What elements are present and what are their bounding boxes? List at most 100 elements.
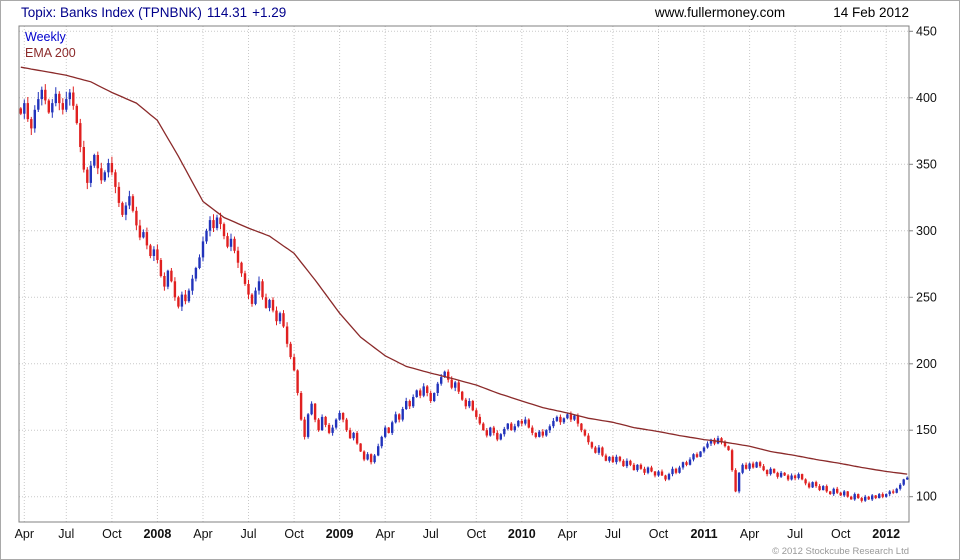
candle-body <box>545 430 548 436</box>
candle-body <box>327 424 331 433</box>
candle-body <box>762 466 765 471</box>
svg-text:Jul: Jul <box>58 527 74 541</box>
svg-text:2009: 2009 <box>326 527 354 541</box>
svg-text:300: 300 <box>916 224 937 238</box>
svg-text:2011: 2011 <box>690 527 717 541</box>
candle-body <box>229 238 233 247</box>
candle-body <box>730 450 734 471</box>
candle-body <box>503 428 506 435</box>
candle-body <box>860 498 863 501</box>
candle-body <box>454 382 457 388</box>
copyright-label: © 2012 Stockcube Research Ltd <box>772 546 909 557</box>
svg-text:350: 350 <box>916 157 937 171</box>
svg-text:Apr: Apr <box>740 527 759 541</box>
candle-body <box>576 415 580 424</box>
svg-text:Oct: Oct <box>649 527 669 541</box>
chart-header: Topix: Banks Index (TPNBNK) 114.31 +1.29 w… <box>21 5 909 20</box>
candle-body <box>145 232 149 246</box>
candle-body <box>215 217 219 229</box>
candle-body <box>779 472 783 477</box>
candle-body <box>142 232 145 238</box>
candle-body <box>405 401 408 409</box>
candle-body <box>506 423 509 429</box>
candle-body <box>534 432 537 437</box>
candle-body <box>811 482 814 488</box>
candle-body <box>156 249 159 260</box>
candle-body <box>699 451 702 457</box>
candle-body <box>618 456 622 461</box>
candle-body <box>198 257 201 268</box>
candle-body <box>58 93 61 104</box>
candle-body <box>100 168 103 181</box>
candle-body <box>359 443 362 452</box>
candle-body <box>415 390 418 397</box>
candle-body <box>334 419 338 428</box>
candle-body <box>650 467 653 472</box>
candle-body <box>264 297 268 308</box>
candle-body <box>744 464 748 469</box>
candle-body <box>89 165 92 183</box>
candle-body <box>636 464 639 471</box>
candle-body <box>433 393 436 401</box>
candle-body <box>138 225 142 238</box>
candle-body <box>457 382 460 392</box>
candle-body <box>310 403 313 415</box>
candle-body <box>464 399 467 407</box>
candle-body <box>184 294 187 302</box>
candle-body <box>625 460 629 467</box>
candle-body <box>864 496 867 501</box>
candle-body <box>33 109 36 129</box>
candle-body <box>93 155 96 166</box>
candle-body <box>124 205 128 215</box>
candle-body <box>566 414 569 419</box>
candle-body <box>54 93 57 104</box>
candle-body <box>468 401 471 407</box>
candle-body <box>499 434 502 440</box>
candle-body <box>646 467 650 473</box>
candle-body <box>408 401 411 407</box>
candle-body <box>874 495 877 499</box>
candle-body <box>222 224 226 237</box>
candle-body <box>871 495 874 500</box>
svg-text:Apr: Apr <box>375 527 394 541</box>
candle-body <box>23 103 26 114</box>
svg-text:Jul: Jul <box>787 527 803 541</box>
candle-body <box>110 163 114 173</box>
candle-body <box>149 245 152 256</box>
candle-body <box>163 276 166 287</box>
candle-body <box>804 479 807 484</box>
candle-body <box>475 410 478 417</box>
candle-body <box>135 210 138 226</box>
candle-body <box>629 460 632 465</box>
candle-body <box>152 249 156 256</box>
candle-body <box>594 447 597 453</box>
candle-body <box>667 474 671 480</box>
last-price: 114.31 <box>206 5 248 20</box>
candle-body <box>191 278 194 291</box>
candle-body <box>783 472 786 476</box>
candle-body <box>373 455 376 463</box>
candle-body <box>758 462 762 467</box>
candle-body <box>555 416 559 421</box>
candle-body <box>702 447 706 452</box>
svg-text:Jul: Jul <box>605 527 621 541</box>
candle-body <box>853 494 856 500</box>
candle-body <box>398 414 401 420</box>
candle-body <box>19 108 22 114</box>
candle-body <box>643 468 646 473</box>
candle-body <box>814 482 818 487</box>
candle-body <box>660 471 664 476</box>
candle-body <box>208 220 212 231</box>
candle-body <box>166 270 170 287</box>
candle-body <box>299 393 303 420</box>
candle-body <box>440 377 443 384</box>
candle-body <box>772 468 776 473</box>
candle-body <box>892 491 895 493</box>
candle-body <box>881 494 884 497</box>
candle-body <box>899 484 902 489</box>
candle-body <box>597 447 601 453</box>
candle-body <box>843 491 846 496</box>
candle-body <box>338 413 341 420</box>
candle-body <box>65 99 68 110</box>
candle-body <box>720 438 723 443</box>
